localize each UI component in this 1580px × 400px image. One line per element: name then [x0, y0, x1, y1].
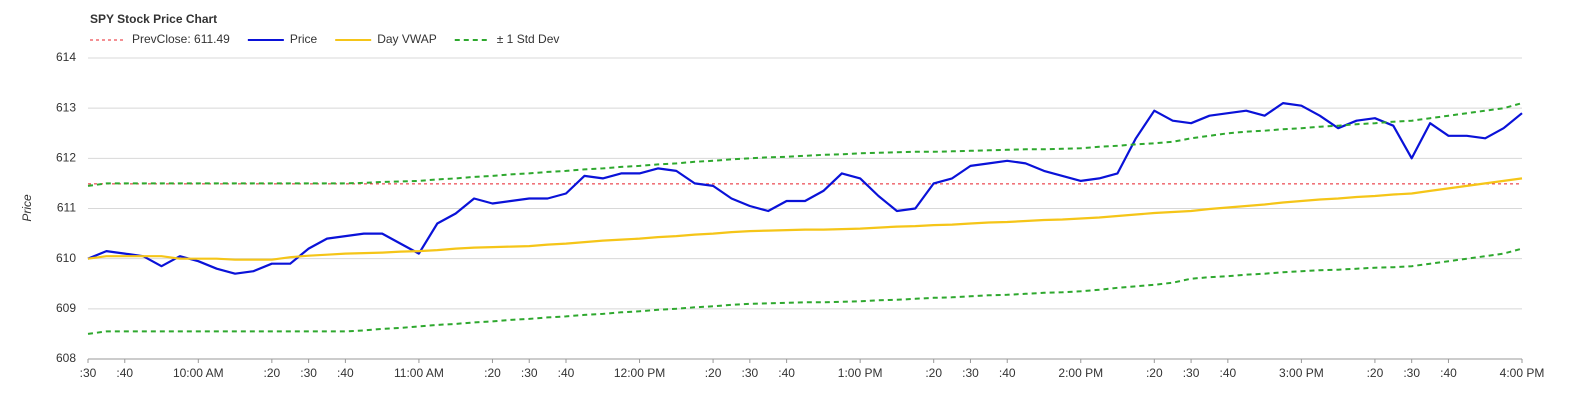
x-tick-label: :30: [742, 366, 759, 380]
x-tick-label: :20: [484, 366, 501, 380]
y-tick-label: 609: [56, 301, 76, 315]
x-tick-label: :30: [962, 366, 979, 380]
y-tick-label: 614: [56, 50, 76, 64]
x-tick-label: :20: [1367, 366, 1384, 380]
x-tick-label: :40: [999, 366, 1016, 380]
chart-title: SPY Stock Price Chart: [90, 12, 217, 26]
x-tick-label: :30: [1403, 366, 1420, 380]
x-tick-label: :20: [264, 366, 281, 380]
x-tick-label: :30: [521, 366, 538, 380]
y-tick-label: 611: [57, 201, 76, 215]
y-tick-label: 612: [56, 151, 76, 165]
x-tick-label: :40: [337, 366, 354, 380]
x-tick-label: 11:00 AM: [394, 366, 444, 380]
legend-label: Day VWAP: [377, 32, 437, 46]
legend-label: ± 1 Std Dev: [497, 32, 560, 46]
series-line: [87, 102, 1523, 275]
x-tick-label: :40: [1220, 366, 1237, 380]
x-tick-label: 1:00 PM: [838, 366, 883, 380]
legend-label: Price: [290, 32, 318, 46]
y-axis-label: Price: [20, 194, 34, 222]
legend-label: PrevClose: 611.49: [132, 32, 230, 46]
y-tick-label: 608: [56, 351, 76, 365]
x-tick-label: :40: [558, 366, 575, 380]
series-line: [87, 177, 1523, 261]
x-tick-label: 3:00 PM: [1279, 366, 1324, 380]
x-tick-label: :30: [300, 366, 317, 380]
x-tick-label: :30: [1183, 366, 1200, 380]
x-tick-label: :20: [705, 366, 722, 380]
x-tick-label: :40: [778, 366, 795, 380]
x-tick-label: :20: [1146, 366, 1163, 380]
y-tick-label: 610: [56, 251, 76, 265]
x-tick-label: :40: [1440, 366, 1457, 380]
series-line: [87, 102, 1523, 187]
x-tick-label: :30: [80, 366, 97, 380]
x-tick-label: 10:00 AM: [173, 366, 224, 380]
x-tick-label: :40: [116, 366, 133, 380]
y-tick-label: 613: [56, 100, 76, 114]
x-tick-label: 4:00 PM: [1500, 366, 1545, 380]
x-tick-label: 12:00 PM: [614, 366, 665, 380]
series-line: [87, 247, 1523, 335]
x-tick-label: :20: [925, 366, 942, 380]
x-tick-label: 2:00 PM: [1058, 366, 1103, 380]
